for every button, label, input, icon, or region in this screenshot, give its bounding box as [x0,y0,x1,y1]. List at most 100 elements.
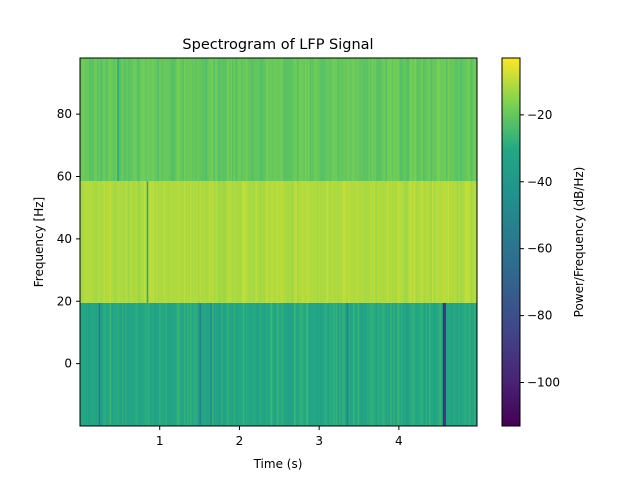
y-tick-label: 20 [57,294,72,308]
heatmap-cell [103,302,106,426]
heatmap-cell [365,58,368,182]
heatmap-cell [80,302,82,426]
heatmap-cell [377,302,380,426]
heatmap-cell [163,302,166,426]
heatmap-cell [138,302,141,426]
heatmap-cell [247,302,250,426]
heatmap-cell [117,302,120,426]
heatmap-cell [216,302,219,426]
heatmap-cell [155,302,158,426]
colorbar-tick-label: −80 [527,309,552,323]
heatmap-cell [93,181,96,303]
heatmap-cell [360,58,363,182]
heatmap-cell [430,58,433,182]
heatmap-cell [425,302,428,426]
heatmap-cell [95,181,98,303]
heatmap-cell [199,58,202,182]
heatmap-cell [98,58,101,182]
heatmap-cell [219,302,222,426]
heatmap-cell [230,58,233,182]
heatmap-cell [312,181,315,303]
heatmap-cell [456,58,459,182]
heatmap-cell [269,302,272,426]
heatmap-cell [320,58,323,182]
heatmap-cell [463,58,465,182]
heatmap-cell [173,181,175,303]
heatmap-cell [97,58,100,182]
heatmap-cell [348,58,351,182]
heatmap-cell [185,181,188,303]
heatmap-cell [126,302,129,426]
heatmap-cell [328,58,331,182]
heatmap-cell [307,181,310,303]
heatmap-cell [114,58,117,182]
heatmap-cell [129,58,132,182]
heatmap-cell [301,302,304,426]
heatmap-cell [295,302,298,426]
heatmap-cell [447,181,450,303]
heatmap-cell [427,181,430,303]
heatmap-cell [385,302,388,426]
heatmap-cell [307,58,310,182]
heatmap-cell [312,302,315,426]
heatmap-cell [109,302,112,426]
heatmap-cell [185,302,188,426]
heatmap-cell [155,58,158,182]
heatmap-cell [397,181,400,303]
heatmap-cell [261,181,264,303]
heatmap-cell [388,58,391,182]
heatmap-cell [345,302,348,426]
heatmap-cell [408,181,411,303]
heatmap-cell [245,302,248,426]
heatmap-cell [359,181,362,303]
heatmap-cell [244,181,247,303]
heatmap-cell [445,181,448,303]
heatmap-cell [428,181,431,303]
heatmap-cell [379,181,382,303]
heatmap-cell [338,302,341,426]
heatmap-cell [148,302,151,426]
heatmap-cell [463,302,465,426]
heatmap-cell [390,181,393,303]
heatmap-cell [103,181,106,303]
heatmap-cell [354,58,357,182]
heatmap-cell [280,302,282,426]
heatmap-cell [303,181,306,303]
heatmap-cell [238,302,241,426]
heatmap-cell [433,181,436,303]
heatmap-cell [467,181,470,303]
heatmap-cell [309,58,312,182]
heatmap-cell [432,181,434,303]
heatmap-cell [326,181,329,303]
heatmap-cell [281,181,284,303]
heatmap-cell [408,302,411,426]
heatmap-cell [306,58,309,182]
heatmap-cell [146,58,149,182]
heatmap-cell [284,302,287,426]
heatmap-cell [100,181,103,303]
heatmap-cell [188,58,191,182]
heatmap-cell [177,58,180,182]
heatmap-cell [444,181,447,303]
heatmap-cell [463,181,465,303]
heatmap-cell [152,181,155,303]
heatmap-cell [236,302,239,426]
heatmap-cell [218,181,220,303]
heatmap-cell [117,181,120,303]
heatmap-cell [124,181,127,303]
heatmap-cell [295,181,298,303]
heatmap-cell [92,181,95,303]
heatmap-cell [245,58,248,182]
heatmap-cell [166,58,169,182]
heatmap-cell [252,302,255,426]
heatmap-cell [294,58,296,182]
heatmap-cell [390,302,393,426]
heatmap-cell [109,181,112,303]
heatmap-cell [337,58,340,182]
heatmap-cell [259,302,262,426]
heatmap-cell [262,58,265,182]
heatmap-cell [131,302,134,426]
heatmap-cell [165,181,168,303]
heatmap-cell [445,58,448,182]
heatmap-cell [261,302,264,426]
